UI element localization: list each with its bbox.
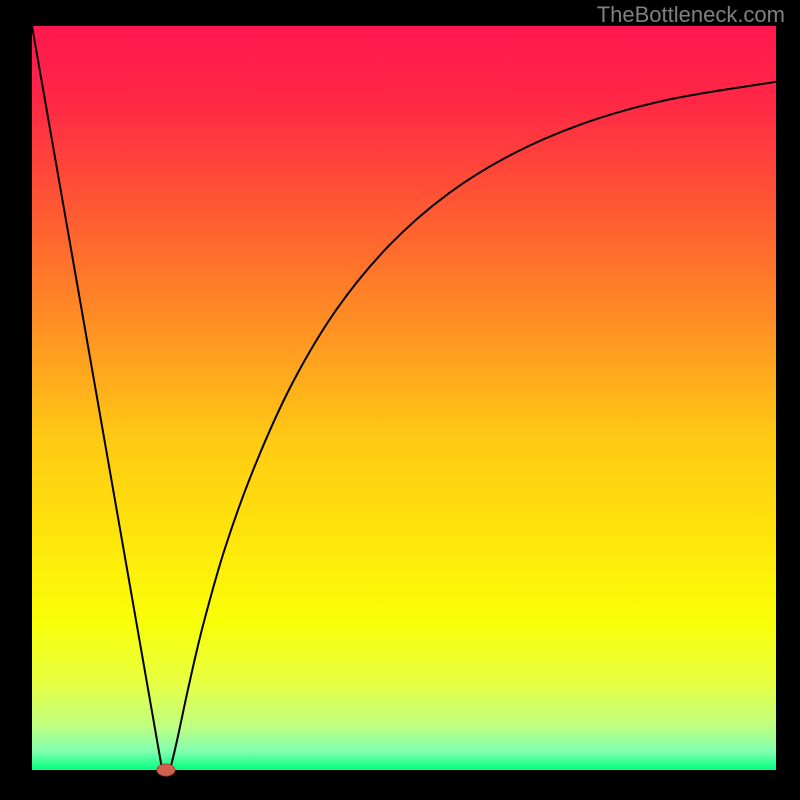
chart-svg <box>0 0 800 800</box>
watermark-text: TheBottleneck.com <box>597 2 785 28</box>
chart-container: TheBottleneck.com <box>0 0 800 800</box>
minimum-marker <box>157 764 175 776</box>
